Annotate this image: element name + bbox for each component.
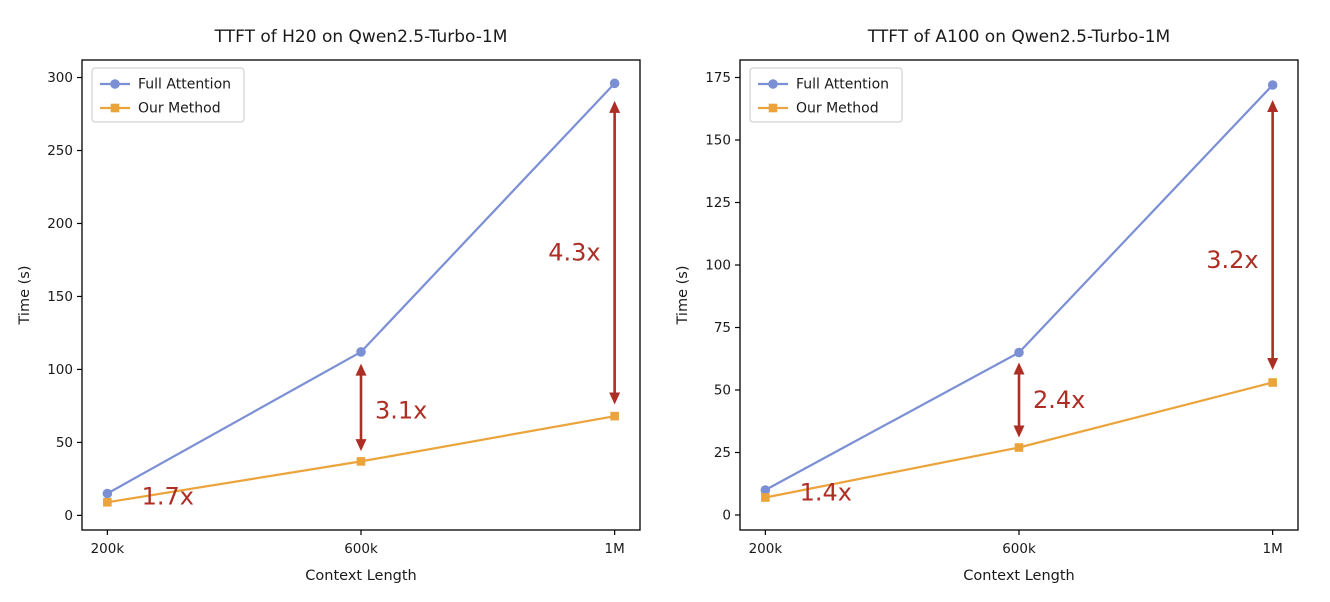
marker-square-our-method xyxy=(1268,378,1277,387)
chart-ttft-a100: 0 25 50 75 100 125 150 175 200k 600k 1M Context Len… xyxy=(670,10,1318,598)
y-tick-label: 100 xyxy=(47,362,73,378)
marker-square-our-method xyxy=(610,411,619,421)
marker-square-our-method xyxy=(356,457,366,466)
x-tick-label: 600k xyxy=(344,541,378,557)
marker-square-our-method xyxy=(1014,443,1024,452)
annotation-arrow-head-bottom xyxy=(1013,425,1025,438)
x-axis-label: Context Length xyxy=(963,568,1074,584)
y-tick-label: 150 xyxy=(47,289,73,305)
annotation-arrow-head-top xyxy=(355,363,367,376)
y-axis-label: Time (s) xyxy=(17,266,33,326)
legend-label: Full Attention xyxy=(796,77,889,93)
y-tick-label: 50 xyxy=(56,435,73,451)
chart-ttft-h20: 0 50 100 150 200 250 300 200k 600k 1M Context Leng… xyxy=(12,10,660,598)
legend-marker-square xyxy=(768,103,778,113)
y-tick-label: 125 xyxy=(705,195,731,211)
annotation-arrow-head-bottom xyxy=(609,392,621,405)
marker-circle-full-attention xyxy=(1014,347,1024,358)
y-tick-label: 25 xyxy=(714,445,731,461)
annotation-arrow-head-top xyxy=(1013,362,1025,375)
y-tick-label: 0 xyxy=(64,508,73,524)
y-tick-label: 50 xyxy=(714,383,731,399)
x-tick-label: 600k xyxy=(1002,541,1036,557)
y-tick-label: 200 xyxy=(47,216,73,232)
annotation-label: 1.7x xyxy=(142,482,194,510)
chart-title: TTFT of A100 on Qwen2.5-Turbo-1M xyxy=(867,27,1170,47)
a100-chart-svg: 0 25 50 75 100 125 150 175 200k 600k 1M Context Len… xyxy=(675,27,1299,584)
annotation-arrow-head-bottom xyxy=(355,439,367,452)
x-tick-label: 200k xyxy=(749,541,783,557)
y-tick-label: 0 xyxy=(722,508,731,524)
x-axis-label: Context Length xyxy=(305,568,416,584)
legend-label: Our Method xyxy=(138,101,221,117)
legend-marker-circle xyxy=(768,79,778,89)
annotation-arrow-head-top xyxy=(1267,100,1279,112)
y-axis-label: Time (s) xyxy=(675,266,691,326)
legend-label: Our Method xyxy=(796,101,879,117)
y-tick-label: 300 xyxy=(47,70,73,86)
annotation-label: 3.1x xyxy=(375,396,427,424)
annotation-label: 2.4x xyxy=(1033,386,1085,414)
y-tick-label: 100 xyxy=(705,258,731,274)
y-tick-label: 150 xyxy=(705,133,731,149)
marker-circle-full-attention xyxy=(760,485,771,495)
chart-title: TTFT of H20 on Qwen2.5-Turbo-1M xyxy=(214,27,508,47)
annotation-arrow-head-bottom xyxy=(1267,358,1279,370)
legend-label: Full Attention xyxy=(138,77,231,93)
marker-circle-full-attention xyxy=(356,347,366,357)
y-tick-label: 250 xyxy=(47,143,73,159)
h20-chart-svg: 0 50 100 150 200 250 300 200k 600k 1M Context Leng… xyxy=(17,27,641,584)
x-tick-label: 1M xyxy=(1263,541,1283,557)
x-tick-label: 1M xyxy=(605,541,625,557)
marker-circle-full-attention xyxy=(609,78,620,89)
marker-circle-full-attention xyxy=(1267,80,1278,90)
legend-marker-square xyxy=(110,103,120,113)
annotation-arrow-head-top xyxy=(609,100,621,113)
x-tick-label: 200k xyxy=(91,541,125,557)
legend-marker-circle xyxy=(110,79,120,89)
y-tick-label: 75 xyxy=(714,320,731,336)
y-tick-label: 175 xyxy=(705,70,731,86)
marker-circle-full-attention xyxy=(102,488,113,499)
annotation-label: 4.3x xyxy=(548,239,600,267)
marker-square-our-method xyxy=(103,497,112,507)
marker-square-our-method xyxy=(761,493,770,502)
annotation-label: 3.2x xyxy=(1206,246,1258,274)
annotation-label: 1.4x xyxy=(800,479,852,507)
